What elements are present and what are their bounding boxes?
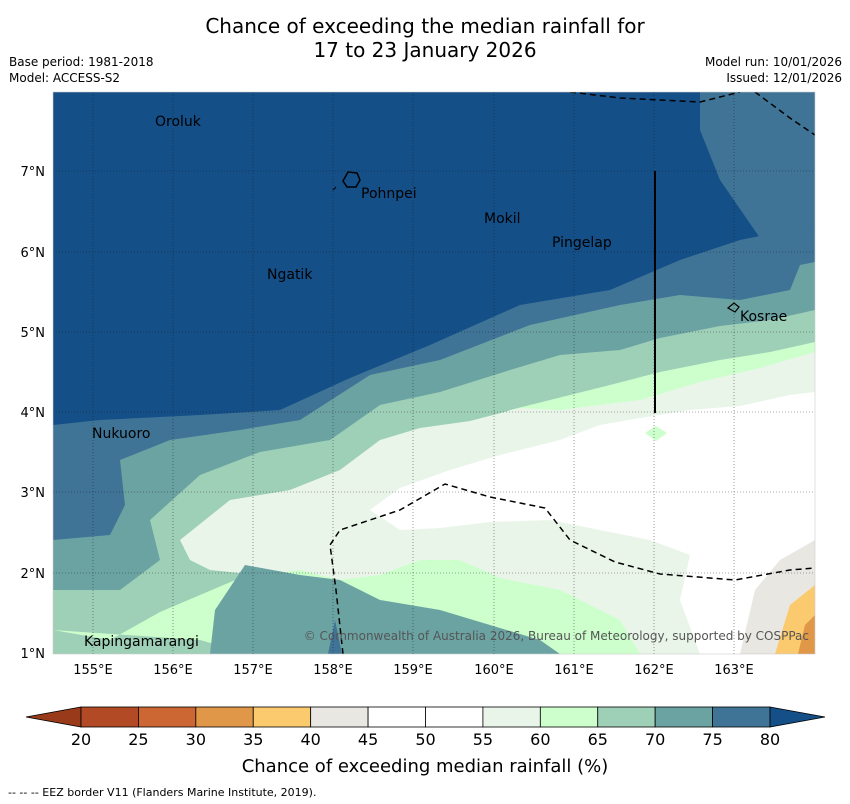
colorbar-tick-label: 75 (702, 730, 722, 749)
colorbar-tick-label: 60 (530, 730, 550, 749)
band-70-75-ne (700, 92, 815, 238)
colorbar-tick-label: 70 (645, 730, 665, 749)
place-label: Nukuoro (92, 426, 150, 442)
lon-label: 162°E (634, 663, 674, 678)
colorbar-tick-label: 40 (300, 730, 320, 749)
band-25-30 (798, 615, 815, 654)
colorbar-low-arrow (25, 706, 82, 728)
colorbar: 20 25 30 35 40 45 50 55 60 65 70 75 80 (25, 706, 826, 749)
lon-label: 158°E (313, 663, 353, 678)
colorbar-swatch (482, 706, 541, 728)
lon-label: 155°E (73, 663, 113, 678)
place-label: Kosrae (740, 309, 787, 325)
lat-label: 6°N (21, 246, 46, 261)
band-south-spot (328, 620, 342, 654)
colorbar-tick-label: 45 (358, 730, 378, 749)
colorbar-swatch (712, 706, 771, 728)
colorbar-swatch (138, 706, 197, 728)
ant-atoll (332, 186, 337, 191)
band-patch (645, 426, 667, 441)
lat-label: 1°N (21, 647, 46, 662)
place-label: Oroluk (155, 114, 202, 130)
base-period: Base period: 1981-2018 (9, 55, 154, 69)
model-run: Model run: 10/01/2026 (704, 55, 842, 69)
map-frame (52, 91, 816, 655)
lon-label: 163°E (714, 663, 754, 678)
colorbar-swatch (252, 706, 312, 728)
colorbar-swatch (654, 706, 713, 728)
colorbar-tick-label: 55 (473, 730, 493, 749)
place-label: Pingelap (552, 235, 612, 251)
map-area: Oroluk Pohnpei Mokil Pingelap Ngatik Kos… (53, 92, 815, 654)
colorbar-tick-label: 20 (71, 730, 91, 749)
lat-label: 7°N (21, 165, 46, 180)
lon-label: 160°E (474, 663, 514, 678)
lat-label: 4°N (21, 406, 46, 421)
lon-label: 161°E (554, 663, 594, 678)
issued-date: Issued: 12/01/2026 (726, 71, 842, 85)
colorbar-tick-label: 80 (760, 730, 780, 749)
place-label: Ngatik (267, 267, 313, 283)
colorbar-swatch (539, 706, 599, 728)
colorbar-swatch (310, 706, 369, 728)
lat-label: 2°N (21, 567, 46, 582)
place-label: Mokil (484, 211, 521, 227)
lon-label: 156°E (153, 663, 193, 678)
eez-border (329, 92, 815, 654)
colorbar-swatch (367, 706, 426, 728)
colorbar-tick-label: 25 (128, 730, 148, 749)
map-title-line2: 17 to 23 January 2026 (313, 38, 537, 62)
colorbar-tick-label: 50 (415, 730, 435, 749)
copyright-notice: © Commonwealth of Australia 2026, Bureau… (304, 629, 809, 643)
colorbar-tick-label: 65 (588, 730, 608, 749)
band-40-50 (370, 392, 815, 654)
colorbar-high-arrow (769, 706, 826, 728)
colorbar-swatch (80, 706, 139, 728)
band-low-south (210, 565, 560, 654)
place-label: Pohnpei (361, 186, 417, 202)
eez-footnote: -- -- -- EEZ border V11 (Flanders Marine… (8, 786, 317, 799)
lon-label: 159°E (393, 663, 433, 678)
colorbar-swatch (195, 706, 254, 728)
colorbar-label: Chance of exceeding median rainfall (%) (242, 756, 609, 777)
model-name: Model: ACCESS-S2 (9, 71, 121, 85)
lat-label: 3°N (21, 486, 46, 501)
kosrae-island (726, 302, 740, 313)
pohnpei-island (342, 171, 361, 188)
lat-label: 5°N (21, 326, 46, 341)
colorbar-swatch (597, 706, 656, 728)
colorbar-tick-label: 30 (186, 730, 206, 749)
place-label: Kapingamarangi (84, 634, 199, 650)
colorbar-tick-label: 35 (243, 730, 263, 749)
lon-label: 157°E (233, 663, 273, 678)
map-title-line1: Chance of exceeding the median rainfall … (205, 14, 645, 38)
colorbar-swatch (425, 706, 484, 728)
